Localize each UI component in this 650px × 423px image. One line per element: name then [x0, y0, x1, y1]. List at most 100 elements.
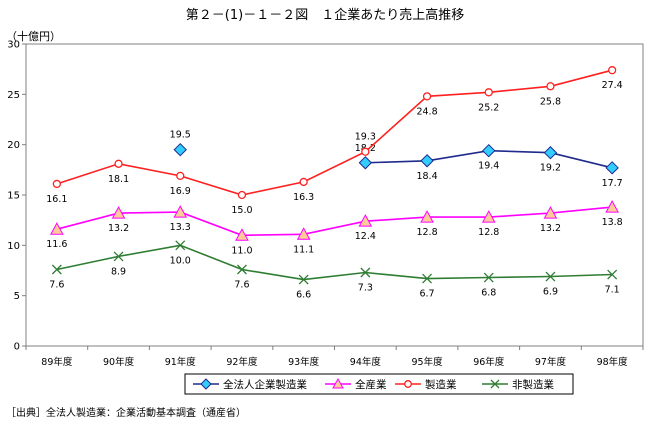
data-point-marker — [173, 142, 187, 157]
x-category-label: 94年度 — [350, 356, 382, 368]
data-label: 8.9 — [111, 266, 126, 277]
data-label: 18.4 — [416, 171, 437, 182]
y-tick-label: 10 — [7, 241, 20, 252]
data-point-marker — [605, 200, 619, 213]
y-tick-label: 25 — [7, 90, 20, 101]
data-point-marker — [545, 271, 556, 282]
data-point-marker — [176, 171, 185, 181]
data-point-marker — [543, 206, 558, 219]
data-label: 12.4 — [355, 231, 376, 242]
data-label: 6.8 — [481, 288, 496, 299]
data-point-marker — [296, 227, 311, 240]
data-label: 16.1 — [46, 194, 67, 205]
data-label: 6.7 — [419, 289, 434, 300]
data-label: 19.4 — [478, 161, 499, 172]
y-tick-label: 5 — [14, 291, 20, 302]
legend-marker — [490, 379, 500, 389]
data-point-marker — [420, 210, 434, 223]
data-point-marker — [420, 154, 434, 168]
data-label: 7.3 — [358, 283, 373, 294]
data-point-marker — [236, 264, 247, 275]
data-label: 25.2 — [478, 102, 499, 113]
data-label: 13.2 — [540, 223, 561, 234]
data-label: 17.7 — [602, 178, 623, 189]
y-axis-unit-label: （十億円） — [6, 30, 61, 43]
x-category-label: 92年度 — [226, 356, 258, 368]
data-point-marker — [481, 210, 496, 223]
data-point-marker — [358, 156, 373, 170]
data-point-marker — [605, 161, 619, 175]
x-category-label: 93年度 — [288, 356, 320, 368]
data-point-marker — [111, 206, 126, 219]
data-label: 7.6 — [49, 279, 64, 290]
data-point-marker — [175, 240, 186, 251]
data-label: 16.3 — [293, 192, 314, 203]
data-point-marker — [546, 82, 555, 91]
legend-label: 非製造業 — [512, 378, 554, 391]
data-point-marker — [298, 274, 309, 285]
legend-marker — [332, 377, 344, 389]
x-category-label: 96年度 — [473, 356, 505, 368]
data-point-marker — [358, 214, 373, 227]
data-label: 16.9 — [170, 186, 191, 197]
data-label: 24.8 — [416, 106, 437, 117]
data-point-marker — [299, 177, 308, 187]
data-label: 13.8 — [602, 217, 623, 228]
series-line — [56, 206, 613, 237]
data-label: 13.3 — [170, 222, 191, 233]
data-label: 12.8 — [478, 227, 499, 238]
data-point-marker — [361, 147, 370, 156]
data-label: 15.0 — [231, 205, 252, 216]
data-label: 18.1 — [108, 174, 129, 185]
data-point-marker — [235, 228, 249, 241]
source-note: ［出典］全法人製造業：企業活動基本調査（通産省） — [6, 408, 246, 419]
data-point-marker — [607, 269, 618, 280]
data-point-marker — [52, 179, 61, 189]
legend-label: 全法人企業製造業 — [223, 378, 307, 391]
data-label: 19.5 — [170, 130, 191, 141]
data-point-marker — [50, 222, 64, 235]
data-point-marker — [422, 273, 433, 284]
data-point-marker — [237, 190, 247, 200]
data-point-marker — [360, 267, 371, 278]
data-label: 19.3 — [355, 132, 376, 143]
x-category-label: 95年度 — [412, 356, 444, 368]
data-point-marker — [483, 272, 494, 283]
x-category-label: 97年度 — [535, 356, 567, 368]
data-label: 27.4 — [602, 80, 623, 91]
data-point-marker — [543, 146, 558, 160]
data-label: 10.0 — [170, 255, 191, 266]
data-point-marker — [608, 66, 617, 75]
data-label: 11.0 — [231, 245, 252, 256]
data-label: 13.2 — [108, 223, 129, 234]
y-tick-label: 0 — [14, 342, 20, 353]
data-point-marker — [51, 264, 62, 275]
y-tick-label: 20 — [7, 140, 20, 151]
data-label: 25.8 — [540, 96, 561, 107]
data-label: 11.1 — [293, 244, 314, 255]
x-category-label: 90年度 — [103, 356, 135, 368]
data-point-marker — [422, 92, 432, 101]
data-label: 6.6 — [296, 290, 311, 301]
data-point-marker — [173, 205, 188, 218]
data-label: 12.8 — [416, 227, 437, 238]
legend-box — [184, 373, 574, 395]
data-label: 11.6 — [46, 239, 67, 250]
data-point-marker — [482, 143, 496, 158]
data-point-marker — [484, 88, 493, 97]
series-line — [56, 244, 613, 281]
legend-label: 製造業 — [425, 378, 457, 391]
chart-title: 第２－(1)－１－２図 １企業あたり売上高推移 — [185, 8, 465, 23]
x-category-label: 98年度 — [597, 356, 629, 368]
legend-marker — [200, 378, 212, 390]
x-category-label: 91年度 — [165, 356, 197, 368]
legend-label: 全産業 — [355, 378, 387, 391]
data-point-marker — [113, 251, 124, 262]
data-point-marker — [114, 159, 123, 168]
y-tick-label: 15 — [7, 191, 20, 202]
x-category-label: 89年度 — [41, 356, 73, 368]
y-tick-label: 30 — [7, 40, 20, 51]
data-label: 7.1 — [605, 285, 620, 296]
data-label: 6.9 — [543, 287, 558, 298]
